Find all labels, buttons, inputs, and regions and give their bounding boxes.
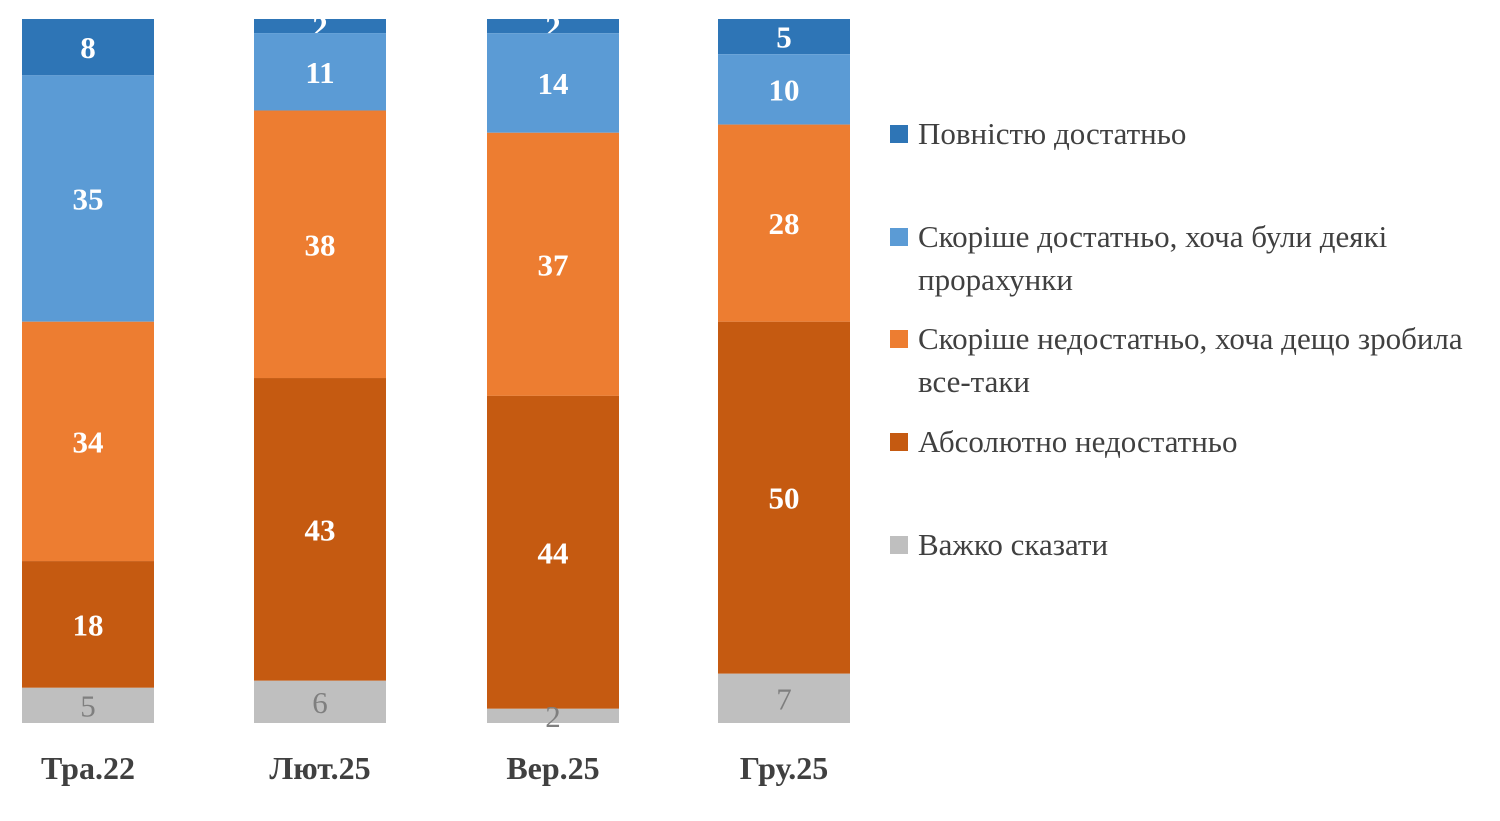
data-label: 5 xyxy=(80,688,96,723)
data-label: 14 xyxy=(538,66,569,101)
legend-item-hard-to-say: Важко сказати xyxy=(890,523,1488,566)
bar-segment-hard-to-say xyxy=(487,708,619,723)
bar-segment-fully-sufficient xyxy=(487,19,619,34)
data-label: 6 xyxy=(312,685,328,720)
data-label: 11 xyxy=(305,55,334,90)
bar-segment-rather-insufficient xyxy=(487,132,619,396)
legend-label: Скоріше достатньо, хоча були деякі прора… xyxy=(918,219,1388,297)
bar-segment-hard-to-say xyxy=(718,673,850,723)
data-label: 7 xyxy=(776,681,792,716)
bar-segment-absolutely-insufficient xyxy=(487,395,619,709)
data-label: 37 xyxy=(538,247,569,282)
bar-segment-fully-sufficient xyxy=(254,19,386,34)
bar-segment-rather-sufficient xyxy=(487,33,619,133)
legend-swatch xyxy=(890,433,908,451)
bar-segment-absolutely-insufficient xyxy=(254,378,386,681)
legend-swatch xyxy=(890,125,908,143)
category-label: Лют.25 xyxy=(269,750,370,786)
legend-item-rather-sufficient: Скоріше достатньо, хоча були деякі прора… xyxy=(890,215,1488,301)
bar-segment-rather-sufficient xyxy=(22,75,154,322)
data-label: 43 xyxy=(305,512,336,547)
data-label: 8 xyxy=(80,30,96,65)
data-label: 44 xyxy=(538,535,569,570)
data-label: 2 xyxy=(545,699,561,734)
bar-segment-rather-sufficient xyxy=(254,33,386,111)
bar-segment-fully-sufficient xyxy=(22,19,154,76)
bar-segment-hard-to-say xyxy=(22,687,154,723)
data-label: 18 xyxy=(73,607,104,642)
data-label: 35 xyxy=(73,182,104,217)
bar-segment-fully-sufficient xyxy=(718,19,850,55)
category-label: Гру.25 xyxy=(740,750,829,786)
legend-item-fully-sufficient: Повністю достатньо xyxy=(890,112,1488,155)
bar-segment-rather-insufficient xyxy=(254,110,386,379)
legend-swatch xyxy=(890,228,908,246)
data-label: 38 xyxy=(305,227,336,262)
legend-swatch xyxy=(890,330,908,348)
legend-swatch xyxy=(890,536,908,554)
bar-segment-rather-sufficient xyxy=(718,54,850,125)
legend-item-absolutely-insufficient: Абсолютно недостатньо xyxy=(890,420,1488,463)
data-label: 10 xyxy=(769,72,800,107)
bar-segment-absolutely-insufficient xyxy=(718,321,850,674)
bar-segment-absolutely-insufficient xyxy=(22,561,154,688)
bar-segment-hard-to-say xyxy=(254,680,386,723)
stacked-bar-chart: 83534185Тра.2221138436Лют.2521437442Вер.… xyxy=(22,19,850,786)
bar-segment-rather-insufficient xyxy=(22,321,154,562)
data-label: 5 xyxy=(776,20,792,55)
legend-label: Важко сказати xyxy=(918,527,1109,562)
legend-label: Повністю достатньо xyxy=(918,116,1187,151)
data-label: 28 xyxy=(769,206,800,241)
legend-label: Абсолютно недостатньо xyxy=(918,424,1238,459)
data-label: 34 xyxy=(73,424,104,459)
legend-item-rather-insufficient: Скоріше недостатньо, хоча дещо зробила в… xyxy=(890,317,1488,403)
category-label: Тра.22 xyxy=(41,750,135,786)
data-label: 50 xyxy=(769,481,800,516)
category-label: Вер.25 xyxy=(506,750,599,786)
bar-segment-rather-insufficient xyxy=(718,124,850,322)
legend-label: Скоріше недостатньо, хоча дещо зробила в… xyxy=(918,321,1463,399)
